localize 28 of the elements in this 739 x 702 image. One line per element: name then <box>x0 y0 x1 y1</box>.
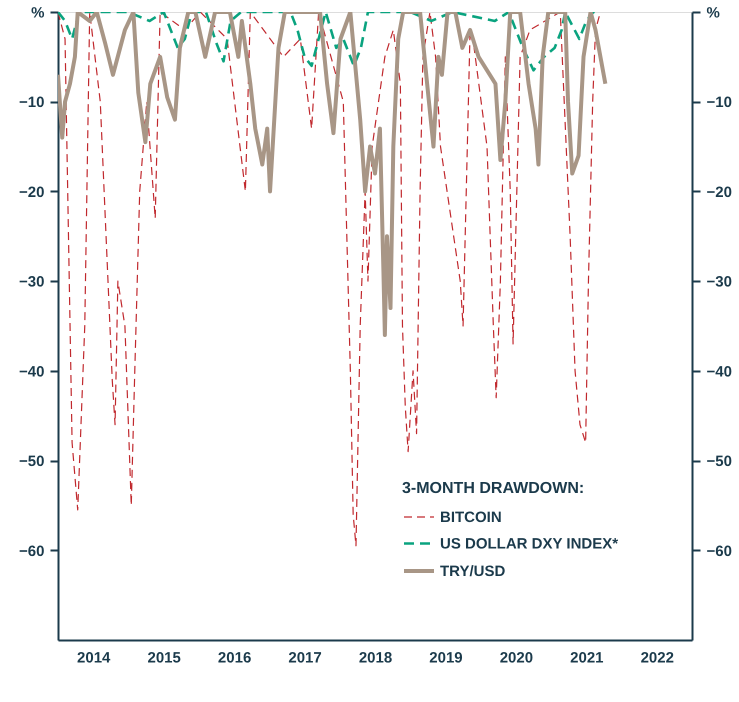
y2-tick-label: −20 <box>706 184 732 201</box>
y-tick-label: −50 <box>19 453 44 470</box>
y2-tick-label: −50 <box>706 453 732 470</box>
x-tick-label: 2020 <box>500 650 534 666</box>
y-tick-label: −20 <box>19 184 44 201</box>
y2-tick-label: −30 <box>706 274 732 291</box>
y-tick-label: −10 <box>19 94 44 112</box>
x-tick-label: 2022 <box>640 650 674 666</box>
x-tick-label: 2015 <box>147 650 181 666</box>
legend-label: BITCOIN <box>440 509 502 526</box>
y-tick-label: % <box>31 4 44 22</box>
x-tick-label: 2021 <box>570 650 604 666</box>
y2-tick-label: −60 <box>706 542 732 560</box>
x-tick-label: 2014 <box>77 650 112 666</box>
y-tick-label: −30 <box>19 274 44 291</box>
y-tick-label: −40 <box>19 363 44 380</box>
x-tick-label: 2018 <box>358 650 392 666</box>
legend-label: TRY/USD <box>440 563 506 580</box>
x-tick-label: 2016 <box>218 650 252 666</box>
x-tick-label: 2017 <box>288 650 322 666</box>
y2-tick-label: −40 <box>706 363 732 380</box>
y-tick-label: −60 <box>19 542 44 560</box>
y2-tick-label: % <box>706 4 720 22</box>
legend-title: 3-MONTH DRAWDOWN: <box>402 480 584 497</box>
x-tick-label: 2019 <box>429 650 463 666</box>
y2-tick-label: −10 <box>706 94 732 112</box>
line-series <box>58 12 608 337</box>
legend-label: US DOLLAR DXY INDEX* <box>440 536 618 552</box>
